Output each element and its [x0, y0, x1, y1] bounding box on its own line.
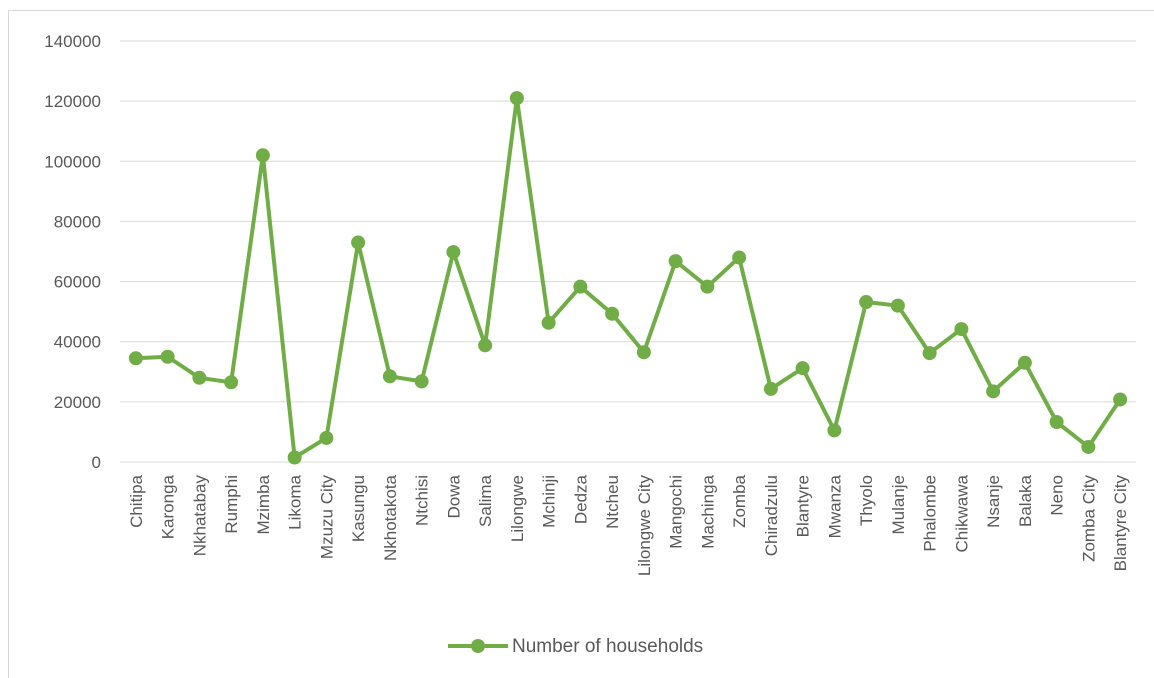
x-tick-label: Zomba: [730, 474, 749, 527]
data-point: [605, 306, 620, 321]
x-tick-label: Zomba City: [1079, 475, 1098, 562]
data-point: [446, 245, 461, 260]
x-tick-label: Salima: [476, 474, 495, 527]
x-tick-label: Neno: [1048, 475, 1067, 516]
data-point: [795, 361, 810, 376]
data-point: [890, 298, 905, 313]
x-tick-label: Karonga: [159, 474, 178, 539]
data-point: [128, 351, 143, 366]
data-point: [351, 235, 366, 250]
y-tick-label: 100000: [44, 152, 101, 171]
x-tick-label: Chikwawa: [952, 474, 971, 552]
data-point: [700, 279, 715, 294]
y-tick-label: 60000: [54, 273, 101, 292]
x-tick-label: Thyolo: [857, 475, 876, 526]
data-point: [160, 349, 175, 364]
y-tick-label: 80000: [54, 212, 101, 231]
x-tick-label: Chitipa: [127, 474, 146, 527]
x-tick-label: Rumphi: [222, 475, 241, 534]
x-tick-label: Mangochi: [667, 475, 686, 549]
x-tick-label: Likoma: [286, 474, 305, 529]
data-point: [827, 423, 842, 438]
legend-swatch-marker: [471, 639, 485, 653]
x-tick-label: Kasungu: [349, 475, 368, 542]
y-tick-label: 20000: [54, 393, 101, 412]
x-tick-label: Ntcheu: [603, 475, 622, 529]
gridlines: [120, 40, 1136, 463]
data-point: [1017, 355, 1032, 370]
data-point: [287, 450, 302, 465]
data-point: [636, 345, 651, 360]
x-tick-label: Nsanje: [984, 475, 1003, 528]
y-tick-label: 120000: [44, 92, 101, 111]
x-tick-label: Dedza: [571, 474, 590, 524]
y-axis-ticks: 0 20000 40000 60000 80000 100000 120000 140000: [44, 32, 101, 472]
x-tick-label: Chiradzulu: [762, 475, 781, 556]
data-point: [668, 254, 683, 269]
data-point: [224, 375, 239, 390]
x-axis-ticks: Chitipa Karonga Nkhatabay Rumphi Mzimba Likom…: [127, 474, 1130, 576]
x-tick-label: Mzimba: [254, 474, 273, 534]
data-point: [763, 381, 778, 396]
y-tick-label: 40000: [54, 333, 101, 352]
legend: Number of households: [448, 636, 703, 657]
x-tick-label: Nkhatabay: [190, 475, 209, 557]
x-tick-label: Phalombe: [921, 475, 940, 552]
data-point: [382, 369, 397, 384]
data-point: [414, 374, 429, 389]
data-point: [509, 91, 524, 106]
data-point: [192, 370, 207, 385]
x-tick-label: Blantyre City: [1111, 475, 1130, 572]
series-line: [135, 96, 1122, 460]
data-point: [478, 338, 493, 353]
data-point: [255, 148, 270, 163]
data-point: [319, 430, 334, 445]
x-tick-label: Mwanza: [825, 474, 844, 538]
x-tick-label: Machinga: [698, 474, 717, 548]
x-tick-label: Mchinji: [540, 475, 559, 528]
data-point: [573, 279, 588, 294]
x-tick-label: Balaka: [1016, 474, 1035, 527]
data-point: [732, 250, 747, 265]
x-tick-label: Mzuzu City: [317, 475, 336, 560]
data-point: [541, 315, 556, 330]
y-tick-label: 0: [92, 453, 101, 472]
data-point: [1081, 439, 1096, 454]
x-tick-label: Lilongwe City: [635, 475, 654, 577]
legend-label: Number of households: [512, 636, 703, 657]
data-point: [859, 295, 874, 310]
data-point: [954, 322, 969, 337]
data-point: [1049, 415, 1064, 430]
x-tick-label: Nkhotakota: [381, 474, 400, 561]
x-tick-label: Mulanje: [889, 475, 908, 535]
data-point: [986, 384, 1001, 399]
x-tick-label: Blantyre: [794, 475, 813, 537]
chart-frame: [8, 10, 1154, 678]
x-tick-label: Lilongwe: [508, 475, 527, 542]
y-tick-label: 140000: [44, 32, 101, 51]
data-point: [1113, 392, 1128, 407]
data-point: [922, 346, 937, 361]
series-group: [128, 91, 1128, 465]
x-tick-label: Dowa: [444, 474, 463, 518]
x-tick-label: Ntchisi: [413, 475, 432, 526]
